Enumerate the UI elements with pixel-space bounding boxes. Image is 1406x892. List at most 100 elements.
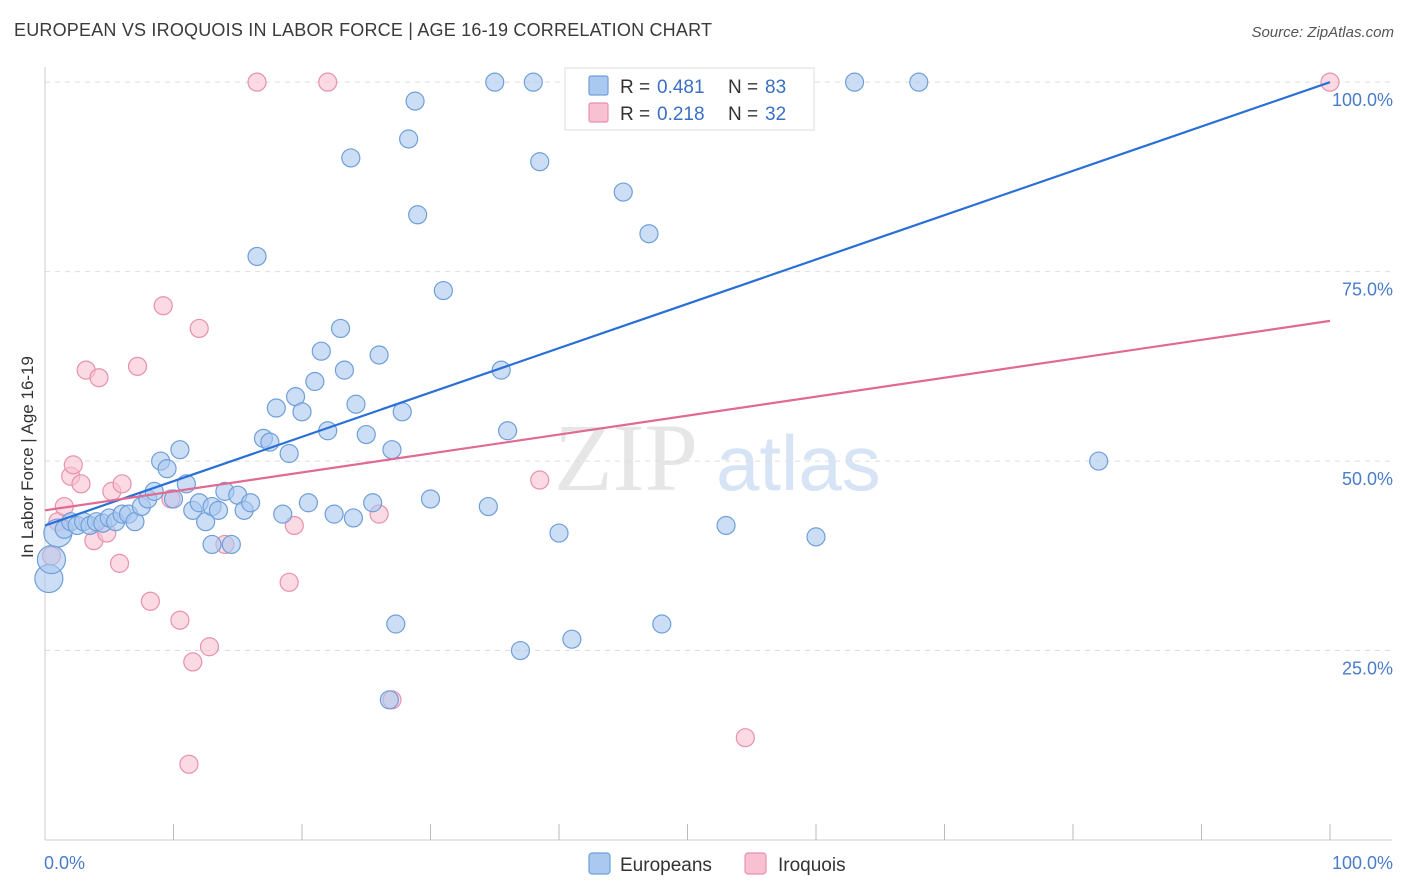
europeans-point-71 xyxy=(613,182,633,202)
europeans-point-82 xyxy=(343,508,363,528)
europeans-point-42 xyxy=(305,371,325,392)
europeans-point-41 xyxy=(298,493,319,513)
europeans-point-36 xyxy=(266,398,286,418)
europeans-point-62 xyxy=(485,72,505,92)
y-tick-label-25: 25.0% xyxy=(1342,659,1393,679)
europeans-point-43 xyxy=(311,341,331,361)
iroquois-point-13 xyxy=(127,356,148,376)
y-tick-label-100: 100.0% xyxy=(1332,90,1393,110)
europeans-point-69 xyxy=(562,629,582,649)
iroquois-n-value: 32 xyxy=(765,104,786,125)
europeans-point-51 xyxy=(363,493,383,513)
europeans-points xyxy=(34,72,1109,710)
europeans-point-64 xyxy=(498,421,518,441)
europeans-point-29 xyxy=(221,534,241,555)
watermark: ZIP atlas xyxy=(554,404,881,511)
iroquois-point-14 xyxy=(140,591,160,611)
iroquois-point-20 xyxy=(189,318,209,339)
europeans-point-32 xyxy=(241,493,261,513)
europeans-point-33 xyxy=(247,246,267,267)
iroquois-n-label: N = xyxy=(728,104,758,125)
europeans-point-68 xyxy=(549,523,569,543)
iroquois-point-19 xyxy=(183,652,203,672)
y-tick-label-75: 75.0% xyxy=(1342,280,1393,300)
europeans-point-58 xyxy=(408,205,428,225)
iroquois-point-26 xyxy=(318,72,338,92)
europeans-point-48 xyxy=(341,148,361,168)
iroquois-point-21 xyxy=(199,637,220,657)
europeans-legend-label: Europeans xyxy=(620,855,712,876)
europeans-point-73 xyxy=(652,614,672,634)
europeans-point-77 xyxy=(844,72,865,92)
europeans-r-label: R = xyxy=(620,77,650,98)
watermark-zip: ZIP xyxy=(554,404,698,511)
iroquois-point-4 xyxy=(63,455,83,475)
europeans-point-81 xyxy=(202,534,222,555)
y-tick-label-50: 50.0% xyxy=(1342,469,1393,489)
europeans-point-59 xyxy=(420,489,441,509)
iroquois-point-25 xyxy=(284,515,304,536)
stats-legend: R = 0.481 N = 83 R = 0.218 N = 32 xyxy=(564,67,815,131)
iroquois-point-17 xyxy=(170,610,190,630)
europeans-point-1 xyxy=(36,544,67,575)
chart-title: EUROPEAN VS IROQUOIS IN LABOR FORCE | AG… xyxy=(14,20,713,40)
europeans-point-78 xyxy=(909,72,929,92)
x-tick-label-100: 100.0% xyxy=(1332,853,1393,873)
y-axis-title: In Labor Force | Age 16-19 xyxy=(18,356,37,558)
europeans-r-value: 0.481 xyxy=(657,77,705,98)
europeans-point-57 xyxy=(405,91,425,111)
europeans-point-72 xyxy=(639,224,659,244)
axes xyxy=(44,67,1392,841)
series-legend: Europeans Iroquois xyxy=(588,852,846,876)
iroquois-trend-line xyxy=(44,319,1331,512)
europeans-trend-line xyxy=(44,81,1331,527)
iroquois-point-18 xyxy=(179,754,199,774)
europeans-point-38 xyxy=(279,443,299,464)
europeans-point-60 xyxy=(433,280,453,301)
iroquois-r-label: R = xyxy=(620,104,650,125)
europeans-point-54 xyxy=(386,614,406,634)
europeans-point-52 xyxy=(369,345,389,365)
iroquois-legend-swatch xyxy=(744,852,767,875)
europeans-point-46 xyxy=(330,318,351,339)
europeans-point-50 xyxy=(356,424,376,445)
watermark-atlas: atlas xyxy=(716,419,881,507)
europeans-point-19 xyxy=(157,459,177,479)
iroquois-point-5 xyxy=(71,474,91,494)
europeans-point-65 xyxy=(510,640,531,661)
europeans-point-80 xyxy=(379,690,399,710)
iroquois-point-23 xyxy=(247,72,267,92)
iroquois-point-8 xyxy=(89,368,109,388)
europeans-point-49 xyxy=(346,394,366,414)
iroquois-point-24 xyxy=(279,572,299,592)
europeans-legend-swatch xyxy=(588,852,611,875)
source-credit: Source: ZipAtlas.com xyxy=(1251,24,1394,41)
europeans-point-27 xyxy=(208,500,229,520)
europeans-point-20 xyxy=(163,489,184,509)
europeans-point-61 xyxy=(478,496,498,517)
iroquois-point-29 xyxy=(530,470,550,490)
europeans-point-21 xyxy=(170,440,190,460)
iroquois-point-12 xyxy=(112,474,132,494)
europeans-point-45 xyxy=(324,504,344,524)
europeans-point-56 xyxy=(399,129,419,149)
iroquois-swatch xyxy=(588,102,609,123)
europeans-n-value: 83 xyxy=(765,77,786,98)
europeans-point-37 xyxy=(273,504,293,524)
y-tick-labels: 25.0% 50.0% 75.0% 100.0% xyxy=(1332,90,1393,678)
europeans-point-76 xyxy=(806,527,826,547)
iroquois-point-15 xyxy=(153,296,173,316)
x-tick-label-0: 0.0% xyxy=(44,853,85,873)
iroquois-point-11 xyxy=(109,553,130,573)
x-tick-labels: 0.0% 100.0% xyxy=(44,853,1393,873)
iroquois-point-30 xyxy=(735,728,755,748)
iroquois-r-value: 0.218 xyxy=(657,104,705,125)
europeans-n-label: N = xyxy=(728,77,758,98)
europeans-point-40 xyxy=(292,402,312,422)
europeans-point-66 xyxy=(523,72,543,92)
trend-lines xyxy=(44,81,1331,527)
europeans-point-79 xyxy=(1089,451,1109,471)
gridlines xyxy=(45,81,1392,652)
europeans-point-74 xyxy=(716,515,736,536)
